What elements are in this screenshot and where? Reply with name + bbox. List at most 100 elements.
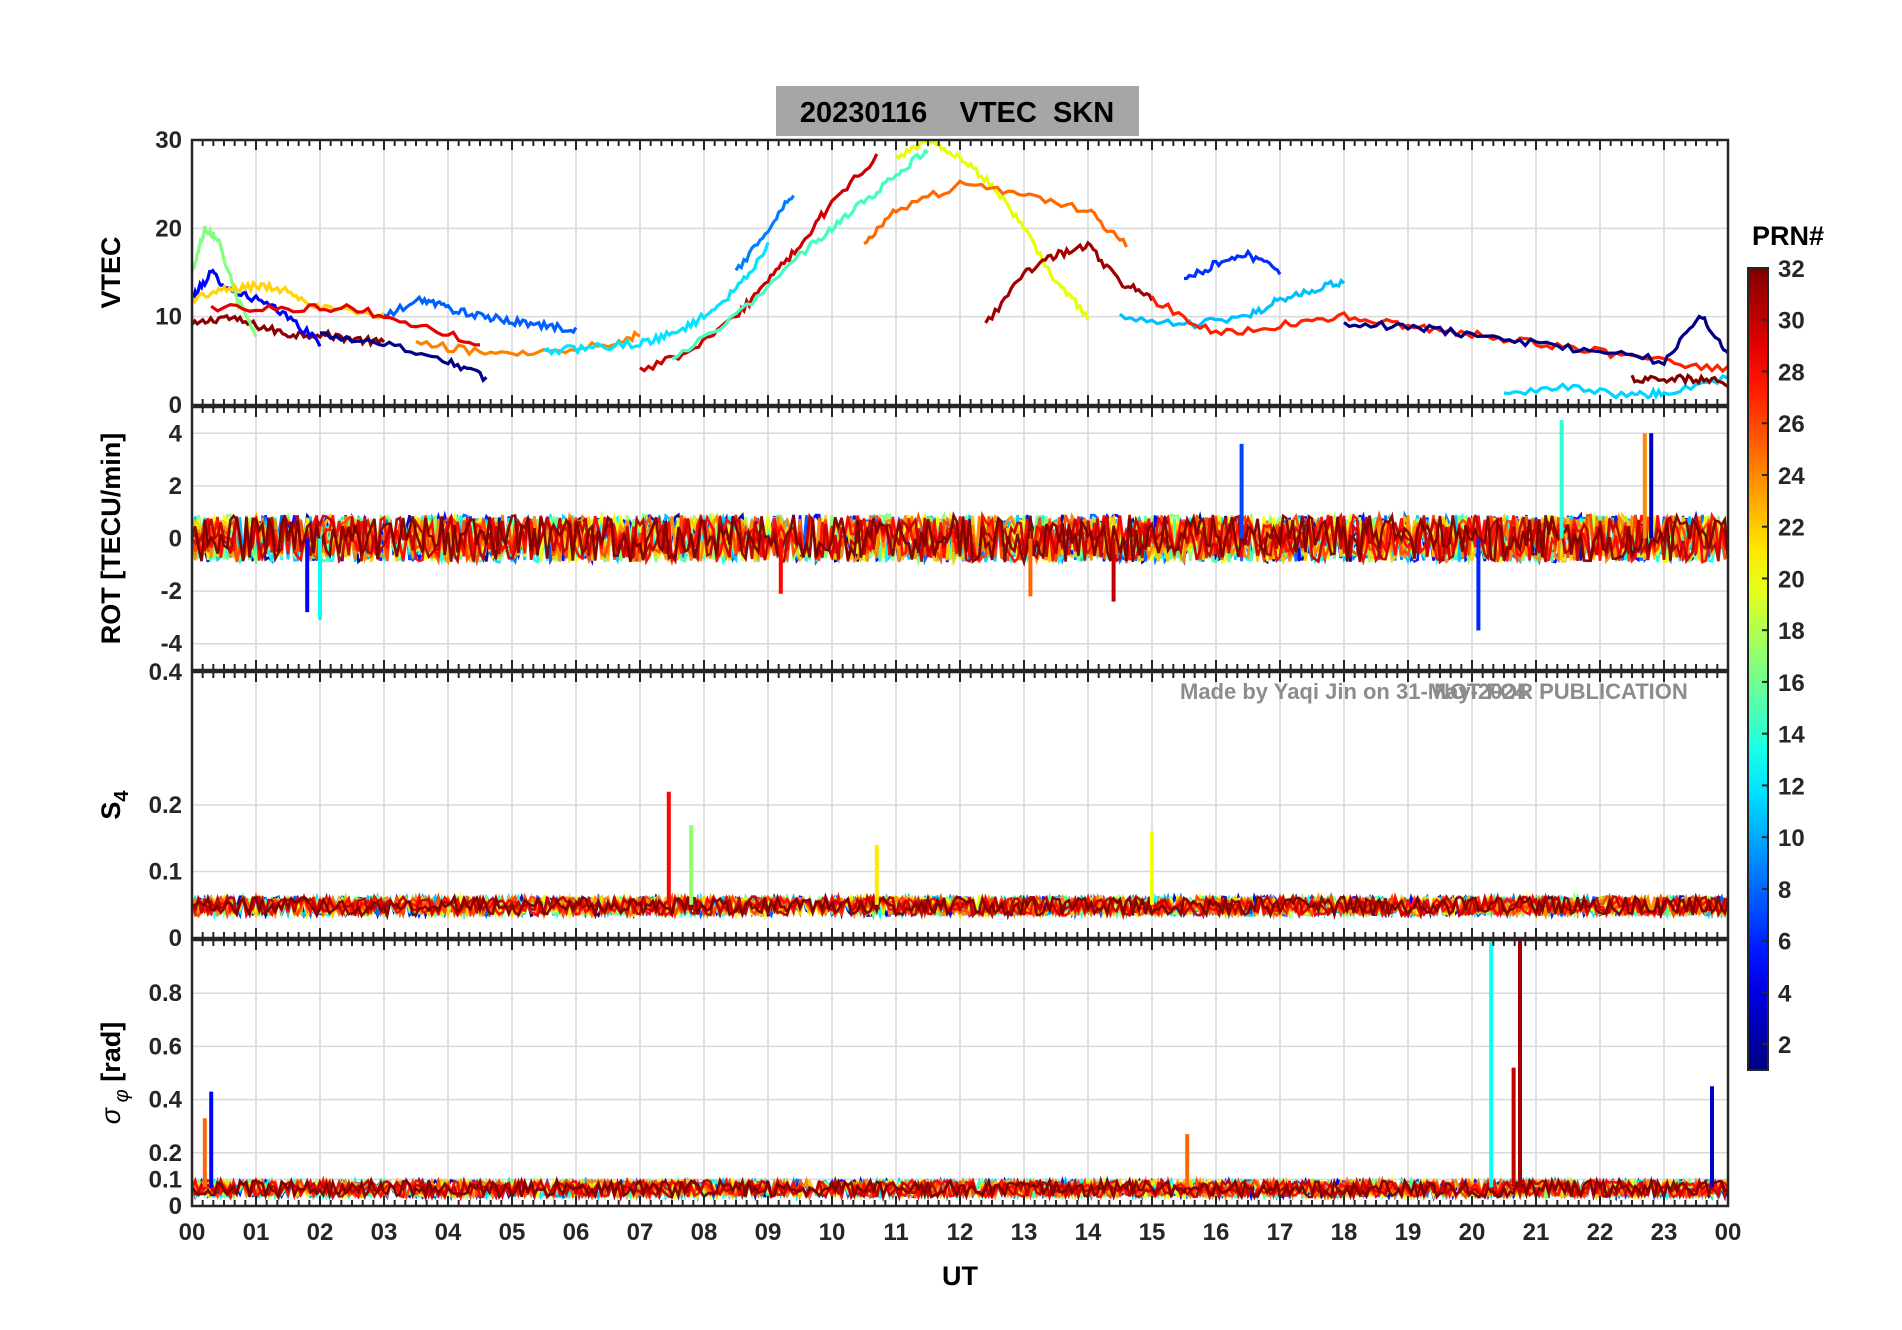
vtec-trace-prn-7 xyxy=(383,294,578,335)
traces xyxy=(190,940,1730,1203)
y-axis-label: ROT [TECU/min] xyxy=(96,433,126,644)
colorbar-tick-label: 4 xyxy=(1778,980,1792,1007)
x-tick-label: 04 xyxy=(435,1219,462,1246)
colorbar-tick-label: 28 xyxy=(1778,359,1805,386)
y-tick-label: 2 xyxy=(169,473,182,500)
x-tick-label: 18 xyxy=(1331,1219,1358,1246)
traces xyxy=(190,420,1730,631)
x-tick-label: 21 xyxy=(1523,1219,1550,1246)
panel-1: 0 10 20 30 VTEC xyxy=(96,127,1730,419)
colorbar-tick-label: 22 xyxy=(1778,515,1805,542)
x-tick-label: 00 xyxy=(1715,1219,1742,1246)
vtec-trace-prn-13 xyxy=(543,241,770,356)
y-tick-label: -2 xyxy=(161,578,182,605)
title-box: 20230116 VTEC SKN xyxy=(776,86,1139,136)
vtec-trace-prn-25 xyxy=(863,179,1128,248)
vtec-trace-prn-12 xyxy=(1503,373,1729,401)
trace-prn-32 xyxy=(191,892,1730,921)
y-tick-label: 0.1 xyxy=(149,859,182,886)
panel-3: 0 0.1 0.2 0.4 S4 xyxy=(96,659,1730,952)
trace-prn-32 xyxy=(190,511,1730,567)
x-tick-label: 00 xyxy=(179,1219,206,1246)
x-tick-label: 16 xyxy=(1203,1219,1230,1246)
x-tick-label: 15 xyxy=(1139,1219,1166,1246)
vtec-trace-prn-28 xyxy=(210,302,480,347)
vtec-trace-prn-2 xyxy=(319,331,488,384)
trace-prn-28 xyxy=(190,891,1730,920)
vtec-trace-prn-20 xyxy=(894,139,1090,321)
y-tick-label: 0.2 xyxy=(149,792,182,819)
colorbar-tick-label: 2 xyxy=(1778,1032,1791,1059)
colorbar-label: PRN# xyxy=(1752,221,1824,251)
traces xyxy=(190,139,1730,401)
x-tick-label: 02 xyxy=(307,1219,334,1246)
trace-prn-30 xyxy=(191,891,1729,921)
x-tick-label: 23 xyxy=(1651,1219,1678,1246)
x-tick-label: 14 xyxy=(1075,1219,1102,1246)
y-axis-label: S4 xyxy=(96,790,133,820)
y-axis-label: σ φ [rad] xyxy=(96,1022,133,1124)
colorbar-gradient xyxy=(1747,267,1769,1071)
colorbar-tick-label: 8 xyxy=(1778,877,1791,904)
vtec-trace-prn-3 xyxy=(1343,314,1730,367)
y-tick-label: 20 xyxy=(155,215,182,242)
vtec-trace-prn-31 xyxy=(1630,373,1729,388)
x-tick-label: 01 xyxy=(243,1219,270,1246)
vtec-trace-prn-11 xyxy=(1118,277,1346,330)
x-tick-label: 17 xyxy=(1267,1219,1294,1246)
vtec-trace-prn-6 xyxy=(1183,248,1282,281)
panel-4: 00.10.2 0.4 0.6 0.8 σ φ [rad] 00 01 02 03 04 05 06 0… xyxy=(96,938,1742,1246)
vtec-trace-prn-5 xyxy=(191,268,322,348)
x-axis-label: UT xyxy=(942,1261,978,1291)
x-tick-label: 12 xyxy=(947,1219,974,1246)
y-tick-label: 0.1 xyxy=(149,1166,182,1193)
traces xyxy=(190,791,1730,921)
y-tick-label: 4 xyxy=(169,420,183,447)
vtec-trace-prn-8 xyxy=(734,194,795,272)
y-tick-label: 0 xyxy=(169,392,182,419)
vtec-trace-prn-21 xyxy=(190,279,386,320)
trace-prn-30 xyxy=(191,512,1730,565)
vtec-trace-prn-15 xyxy=(671,148,929,361)
watermark-text-right: NOT FOR PUBLICATION xyxy=(1434,679,1688,704)
colorbar-tick-label: 12 xyxy=(1778,773,1805,800)
y-tick-label: 0.4 xyxy=(149,659,183,686)
colorbar-tick-label: 16 xyxy=(1778,670,1805,697)
panel-2: -4 -2 0 2 4 ROT [TECU/min] xyxy=(96,405,1730,672)
y-tick-label: 0.4 xyxy=(149,1087,183,1114)
watermark-text: Made by Yaqi Jin on 31-May-2024 xyxy=(1180,679,1528,704)
colorbar-tick-label: 10 xyxy=(1778,825,1805,852)
x-tick-label: 19 xyxy=(1395,1219,1422,1246)
colorbar-tick-label: 24 xyxy=(1778,463,1805,490)
y-tick-label: 0 xyxy=(169,925,182,952)
x-tick-label: 09 xyxy=(755,1219,782,1246)
colorbar-tick-label: 18 xyxy=(1778,618,1805,645)
y-axis-label: VTEC xyxy=(96,236,126,308)
colorbar-tick-label: 32 xyxy=(1778,256,1805,283)
x-tick-label: 11 xyxy=(883,1219,908,1246)
y-tick-label: 30 xyxy=(155,127,182,154)
y-tick-label: 0.8 xyxy=(149,980,182,1007)
y-tick-label: 0 xyxy=(169,526,182,553)
x-tick-label: 06 xyxy=(563,1219,590,1246)
colorbar-tick-label: 14 xyxy=(1778,722,1805,749)
x-tick-label: 07 xyxy=(627,1219,654,1246)
y-tick-label: 0.2 xyxy=(149,1140,182,1167)
colorbar-tick-label: 6 xyxy=(1778,929,1791,956)
x-tick-label: 08 xyxy=(691,1219,718,1246)
x-tick-label: 22 xyxy=(1587,1219,1614,1246)
vtec-trace-prn-30 xyxy=(984,240,1154,324)
y-tick-label: 0 xyxy=(169,1193,182,1220)
vtec-trace-prn-29 xyxy=(639,153,879,373)
x-tick-label: 03 xyxy=(371,1219,398,1246)
colorbar-tick-label: 20 xyxy=(1778,566,1805,593)
x-tick-label: 20 xyxy=(1459,1219,1486,1246)
y-tick-label: -4 xyxy=(161,631,183,658)
y-tick-label: 0.6 xyxy=(149,1033,182,1060)
colorbar-tick-label: 30 xyxy=(1778,308,1805,335)
figure-title: 20230116 VTEC SKN xyxy=(800,97,1114,129)
x-tick-label: 10 xyxy=(819,1219,846,1246)
vtec-trace-prn-17 xyxy=(190,224,258,338)
